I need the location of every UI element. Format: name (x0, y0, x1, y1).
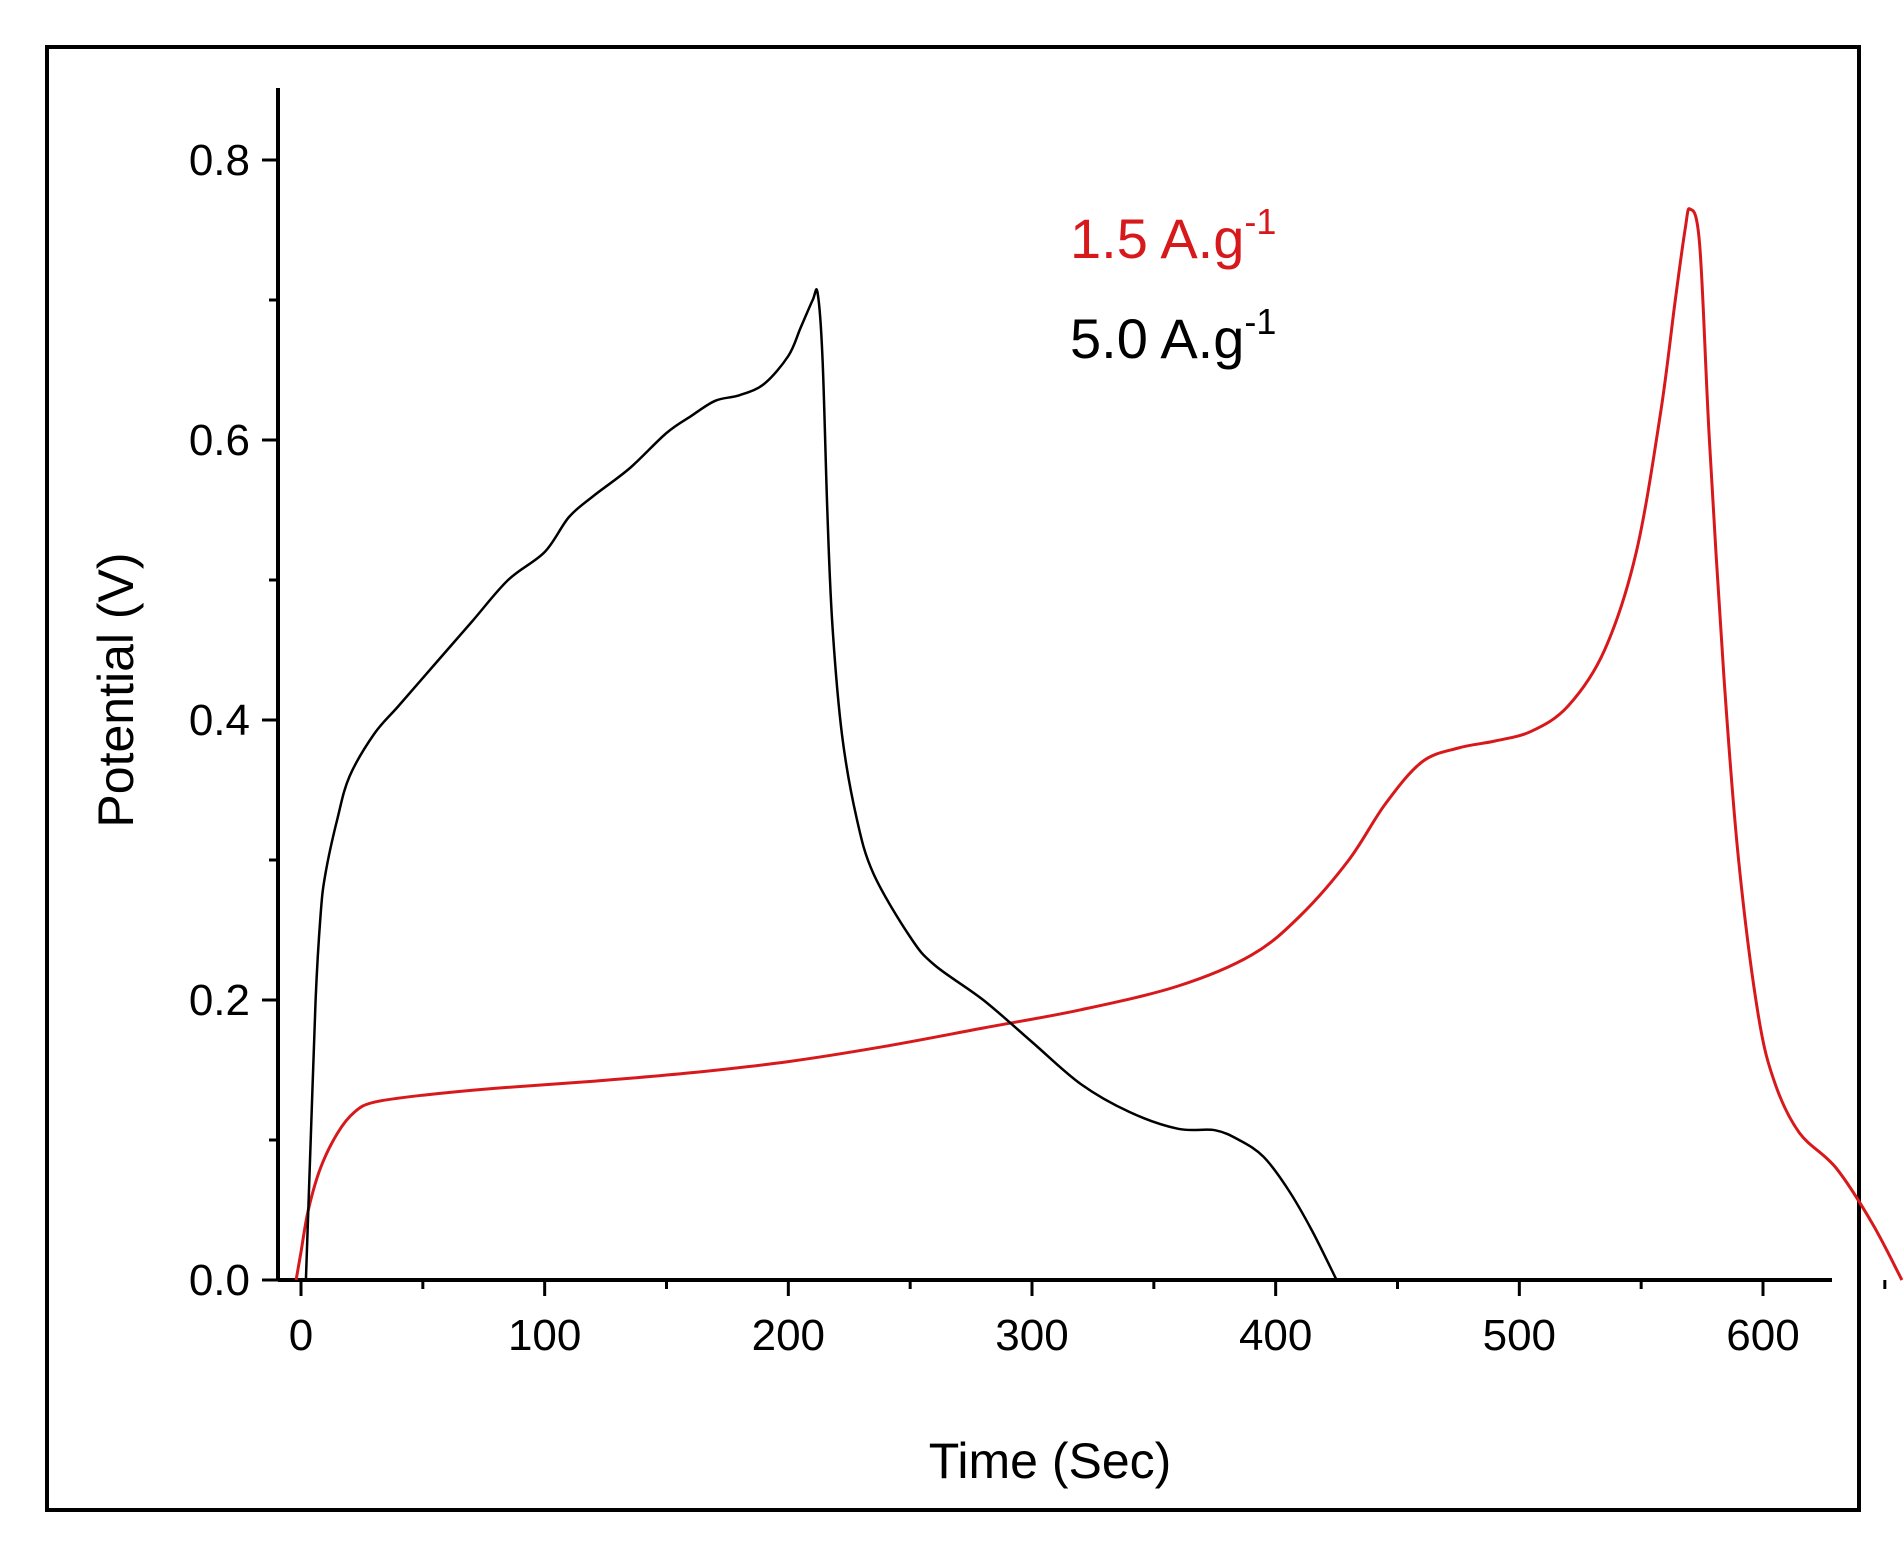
axes (276, 88, 1832, 1282)
x-tick-label: 600 (1726, 1311, 1799, 1360)
x-tick-label: 300 (995, 1311, 1068, 1360)
y-tick-label: 0.8 (189, 136, 250, 185)
x-tick-label: 0 (289, 1311, 313, 1360)
y-tick-label: 0.4 (189, 696, 250, 745)
legend-entry-2-superscript: -1 (1244, 301, 1276, 342)
y-tick-label: 0.2 (189, 976, 250, 1025)
y-tick-label: 0.0 (189, 1256, 250, 1305)
ticks: 0 100 200 300 400 500 600 0.0 0.2 0.4 0.6 0.8 (189, 136, 1887, 1360)
series-line-2 (304, 288, 1338, 1281)
legend-entry-1-label: 1.5 A.g (1070, 207, 1244, 270)
legend-entry-2: 5.0 A.g-1 (1070, 301, 1276, 370)
x-tick-label: 100 (508, 1311, 581, 1360)
legend-entry-1: 1.5 A.g-1 (1070, 201, 1276, 270)
x-tick-label: 400 (1239, 1311, 1312, 1360)
y-tick-label: 0.6 (189, 416, 250, 465)
legend-entry-1-superscript: -1 (1244, 201, 1276, 242)
series-line-1 (294, 207, 1904, 1281)
x-tick-label: 200 (752, 1311, 825, 1360)
x-tick-label: 500 (1483, 1311, 1556, 1360)
legend-entry-2-label: 5.0 A.g (1070, 307, 1244, 370)
series (294, 207, 1904, 1281)
x-axis-title: Time (Sec) (929, 1433, 1172, 1489)
y-axis-title: Potential (V) (88, 552, 144, 827)
legend: 1.5 A.g-1 5.0 A.g-1 (1070, 201, 1276, 370)
